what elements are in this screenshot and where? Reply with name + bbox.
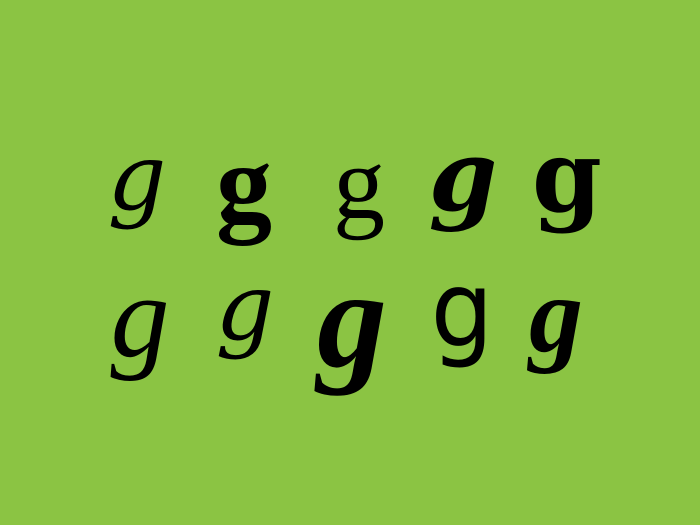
glyph-row1-5: g [532, 117, 602, 235]
glyph-row2-5: g [529, 256, 583, 375]
glyph-row1-2: g [216, 122, 272, 246]
glyph-row2-4: g [430, 249, 494, 371]
glyph-row2-3: g [317, 242, 387, 397]
glyph-row2-1: g [110, 251, 170, 382]
glyph-row2-2: g [215, 254, 275, 361]
glyph-row1-4: g [428, 119, 498, 234]
glyph-row1-1: g [107, 124, 167, 231]
glyph-row1-3: g [333, 126, 385, 241]
